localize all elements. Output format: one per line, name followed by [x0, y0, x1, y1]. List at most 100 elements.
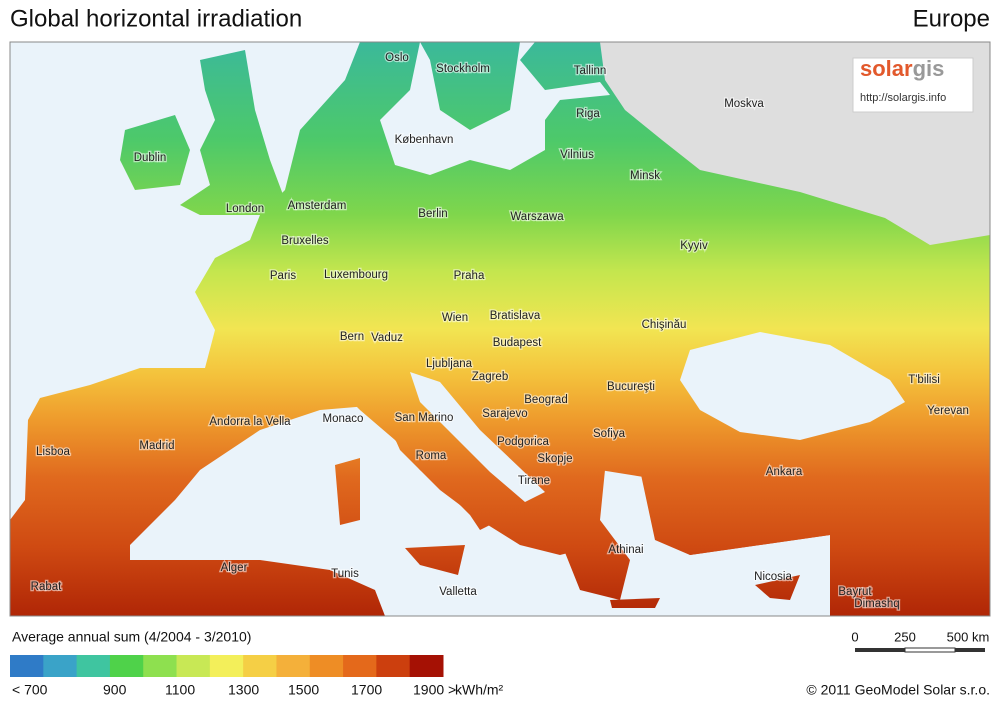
- land: [330, 375, 505, 530]
- scale-segment: [955, 648, 985, 652]
- legend-swatch: [409, 655, 444, 677]
- city-label: Andorra la Vella: [209, 416, 291, 428]
- land: [180, 50, 285, 215]
- city-label: Alger: [221, 562, 248, 574]
- legend-label: 900: [103, 682, 127, 698]
- land: [120, 115, 190, 190]
- land: [640, 440, 990, 555]
- legend-swatch: [343, 655, 377, 677]
- legend-swatch: [76, 655, 111, 677]
- city-label: Budapest: [493, 337, 542, 349]
- legend-label: 1300: [228, 682, 259, 698]
- city-label: Bucureşti: [607, 381, 655, 393]
- city-label: Kyyiv: [680, 240, 708, 252]
- city-label: Athinai: [608, 544, 643, 556]
- city-label: Yerevan: [927, 405, 969, 417]
- legend-swatch: [43, 655, 78, 677]
- legend-label: 1700: [351, 682, 382, 698]
- legend-swatch: [176, 655, 211, 677]
- legend-swatch: [10, 655, 44, 677]
- sea: [130, 405, 830, 616]
- city-label: Tirane: [518, 475, 550, 487]
- city-label: Tallinn: [574, 65, 607, 77]
- land: [610, 598, 660, 608]
- city-label: Riga: [576, 108, 600, 120]
- legend-label: 1900 >: [413, 682, 456, 698]
- city-label: Valletta: [439, 586, 477, 598]
- logo: solargis: [860, 56, 944, 81]
- city-label: London: [226, 203, 264, 215]
- city-label: Vaduz: [371, 332, 403, 344]
- legend-title: Average annual sum (4/2004 - 3/2010): [12, 629, 251, 645]
- city-label: Nicosia: [754, 571, 792, 583]
- legend-swatch: [376, 655, 411, 677]
- city-label: Luxembourg: [324, 269, 388, 281]
- land: [755, 575, 800, 600]
- scale-label: 0: [851, 629, 858, 644]
- sea: [680, 332, 905, 440]
- legend: < 700 900 1100 1300 1500 1700 1900 >: [10, 655, 456, 698]
- city-label: Bruxelles: [281, 235, 329, 247]
- scale-label: 500 km: [947, 629, 990, 644]
- city-label: Beograd: [524, 394, 567, 406]
- city-label: Skopje: [537, 453, 572, 465]
- city-label: Tunis: [331, 568, 359, 580]
- city-label: Ljubljana: [426, 358, 473, 370]
- title: Global horizontal irradiation: [10, 5, 302, 32]
- city-label: Bratislava: [490, 310, 541, 322]
- city-label: Lisboa: [36, 446, 70, 458]
- city-label: Praha: [454, 270, 485, 282]
- city-label: Monaco: [323, 413, 364, 425]
- land: [560, 470, 630, 600]
- city-label: Zagreb: [472, 371, 508, 383]
- city-label: Roma: [416, 450, 447, 462]
- legend-swatch: [143, 655, 178, 677]
- legend-label: 1100: [165, 682, 195, 698]
- city-label: Podgorica: [497, 436, 549, 448]
- city-label: Paris: [270, 270, 296, 282]
- city-label: Amsterdam: [288, 200, 347, 212]
- city-label: T'bilisi: [908, 374, 940, 386]
- city-labels: Oslo Stockholm Tallinn Moskva Riga København V…: [29, 51, 970, 612]
- city-label: Sarajevo: [482, 408, 527, 420]
- city-label: Chişinău: [642, 319, 687, 331]
- city-label: Stockholm: [436, 63, 490, 75]
- legend-label: 1500: [288, 682, 319, 698]
- legend-unit: kWh/m²: [455, 682, 504, 698]
- sea: [10, 42, 360, 520]
- scale-segment: [904, 647, 956, 653]
- city-label: Bern: [340, 331, 364, 343]
- city-label: Berlin: [418, 208, 447, 220]
- map: [10, 42, 990, 616]
- city-label: Sofiya: [593, 428, 626, 440]
- city-label: Dublin: [134, 152, 167, 164]
- logo-box: [852, 57, 974, 113]
- sea: [410, 372, 545, 502]
- map-frame: [9, 41, 991, 617]
- city-label: Moskva: [724, 98, 764, 110]
- copyright: © 2011 GeoModel Solar s.r.o.: [806, 682, 990, 698]
- legend-swatch: [209, 655, 244, 677]
- land: [335, 458, 360, 525]
- region: Europe: [913, 5, 990, 32]
- sea: [360, 42, 610, 175]
- city-label: Bayrut: [838, 586, 872, 598]
- legend-label: < 700: [12, 682, 48, 698]
- city-label: Madrid: [139, 440, 174, 452]
- city-label: Dimashq: [854, 598, 899, 610]
- city-label: Ankara: [766, 466, 803, 478]
- city-label: Wien: [442, 312, 468, 324]
- city-label: Oslo: [385, 52, 409, 64]
- city-label: Rabat: [31, 581, 62, 593]
- legend-swatch: [276, 655, 311, 677]
- scale-label: 250: [894, 629, 916, 644]
- scale-segment: [855, 648, 905, 652]
- land: [405, 545, 465, 575]
- legend-swatch: [309, 655, 344, 677]
- legend-swatch: [109, 655, 144, 677]
- city-label: San Marino: [395, 412, 454, 424]
- legend-swatch: [243, 655, 277, 677]
- city-label: Vilnius: [560, 149, 594, 161]
